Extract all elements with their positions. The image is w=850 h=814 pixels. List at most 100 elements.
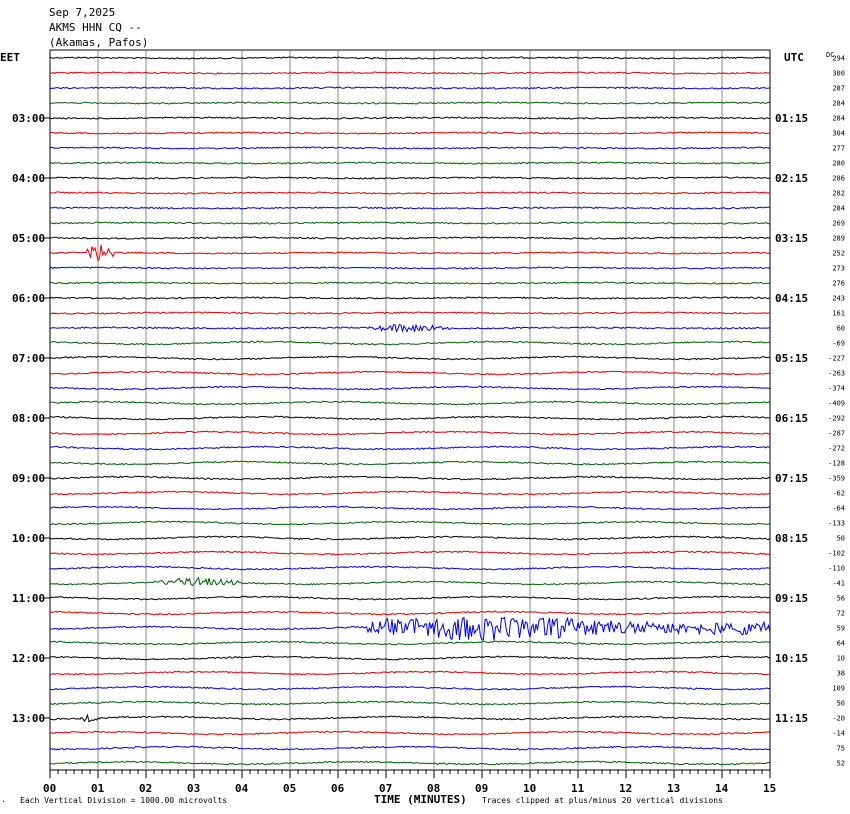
trace-line-28 xyxy=(49,475,771,481)
dc-offset-label: -102 xyxy=(828,550,845,558)
station-label: AKMS HHN CQ -- xyxy=(49,21,142,34)
trace-line-12 xyxy=(49,236,771,240)
trace-line-9 xyxy=(49,191,771,195)
x-tick-label: 13 xyxy=(667,782,680,795)
left-hour-label: 04:00 xyxy=(12,172,45,185)
trace-line-23 xyxy=(49,400,771,406)
x-tick-label: 07 xyxy=(379,782,392,795)
dc-offset-label: 300 xyxy=(832,70,845,78)
dc-offset-label: 289 xyxy=(832,235,845,243)
trace-line-40 xyxy=(49,655,771,661)
left-hour-label: 11:00 xyxy=(12,592,45,605)
left-hour-label: 08:00 xyxy=(12,412,45,425)
trace-line-45 xyxy=(49,730,771,736)
left-timezone-label: EET xyxy=(0,51,20,64)
right-hour-label: 11:15 xyxy=(775,712,808,725)
trace-line-11 xyxy=(50,221,771,225)
trace-line-33 xyxy=(49,550,771,556)
trace-line-46 xyxy=(49,745,770,751)
trace-line-36 xyxy=(49,595,771,601)
dc-offset-label: 64 xyxy=(837,640,845,648)
trace-line-26 xyxy=(49,445,771,451)
trace-line-20 xyxy=(49,355,771,361)
dc-offset-label: 243 xyxy=(832,295,845,303)
dc-offset-label: 50 xyxy=(837,700,845,708)
dc-offset-label: 282 xyxy=(832,190,845,198)
trace-line-17 xyxy=(49,311,771,315)
x-tick-label: 05 xyxy=(283,782,296,795)
dc-offset-label: -272 xyxy=(828,445,845,453)
plot-frame xyxy=(49,49,771,771)
trace-line-44 xyxy=(50,713,771,723)
dc-offset-label: 72 xyxy=(837,610,845,618)
location-label: (Akamas, Pafos) xyxy=(49,36,148,49)
trace-line-19 xyxy=(49,340,771,346)
x-tick-label: 12 xyxy=(619,782,632,795)
x-axis-title: TIME (MINUTES) xyxy=(374,793,467,806)
dc-offset-label: 38 xyxy=(837,670,845,678)
x-tick-label: 03 xyxy=(187,782,200,795)
dc-offset-label: 10 xyxy=(837,655,845,663)
dc-offset-label: -20 xyxy=(832,715,845,723)
trace-line-34 xyxy=(49,565,771,571)
trace-line-6 xyxy=(49,146,771,150)
right-hour-label: 06:15 xyxy=(775,412,808,425)
dc-offset-label: -133 xyxy=(828,520,845,528)
x-tick-label: 01 xyxy=(91,782,105,795)
trace-line-29 xyxy=(49,490,771,496)
left-hour-label: 13:00 xyxy=(12,712,45,725)
dc-offset-label: 50 xyxy=(837,535,845,543)
right-hour-label: 01:15 xyxy=(775,112,808,125)
dc-offset-label: 252 xyxy=(832,250,845,258)
x-axis: 00 01 02 03 04 05 06 07 08 09 10 11 12 13 14 15 xyxy=(43,770,776,795)
x-tick-label: 02 xyxy=(139,782,152,795)
dc-offset-label: 286 xyxy=(832,175,845,183)
left-hour-label: 06:00 xyxy=(12,292,45,305)
dc-offset-label: -292 xyxy=(828,415,845,423)
x-tick-label: 10 xyxy=(523,782,536,795)
trace-line-1 xyxy=(49,71,771,75)
trace-line-35 xyxy=(49,576,771,587)
trace-line-37 xyxy=(49,610,771,616)
trace-line-25 xyxy=(49,430,771,436)
dc-offset-label: 273 xyxy=(832,265,845,273)
dc-offset-label: -41 xyxy=(832,580,845,588)
dc-offset-label: -64 xyxy=(832,505,845,513)
right-hour-label: 04:15 xyxy=(775,292,808,305)
right-hour-label: 02:15 xyxy=(775,172,808,185)
dc-offset-label: 60 xyxy=(837,325,845,333)
dc-offset-label: 294 xyxy=(832,55,845,63)
dc-offset-label: -110 xyxy=(828,565,845,573)
dc-offset-label: -69 xyxy=(832,340,845,348)
right-hour-label: 05:15 xyxy=(775,352,808,365)
trace-line-5 xyxy=(49,131,771,135)
left-hour-labels: 03:00 04:00 05:00 06:00 07:00 08:00 09:00 10:00… xyxy=(12,112,50,725)
trace-line-3 xyxy=(49,101,771,105)
trace-line-15 xyxy=(49,281,771,285)
trace-line-30 xyxy=(49,505,771,511)
dc-offset-label: -287 xyxy=(828,430,845,438)
trace-line-2 xyxy=(49,86,771,90)
x-tick-label: 08 xyxy=(427,782,440,795)
trace-line-27 xyxy=(49,460,771,466)
trace-line-16 xyxy=(49,296,771,300)
trace-line-43 xyxy=(49,700,771,706)
trace-line-38 xyxy=(50,616,771,641)
right-hour-label: 10:15 xyxy=(775,652,808,665)
x-tick-label: 00 xyxy=(43,782,56,795)
dc-offset-label: 277 xyxy=(832,145,845,153)
dc-offset-label: -374 xyxy=(828,385,845,393)
trace-line-8 xyxy=(49,176,771,180)
left-hour-label: 05:00 xyxy=(12,232,45,245)
minute-grid xyxy=(97,50,723,770)
clip-note: Traces clipped at plus/minus 20 vertical… xyxy=(482,796,723,805)
trace-line-14 xyxy=(49,266,771,270)
trace-line-31 xyxy=(49,520,771,526)
dc-header-label: DC xyxy=(826,51,834,59)
dc-offset-label: 284 xyxy=(832,115,845,123)
trace-line-32 xyxy=(49,535,771,541)
right-hour-label: 08:15 xyxy=(775,532,808,545)
right-hour-label: 07:15 xyxy=(775,472,808,485)
left-hour-label: 07:00 xyxy=(12,352,45,365)
